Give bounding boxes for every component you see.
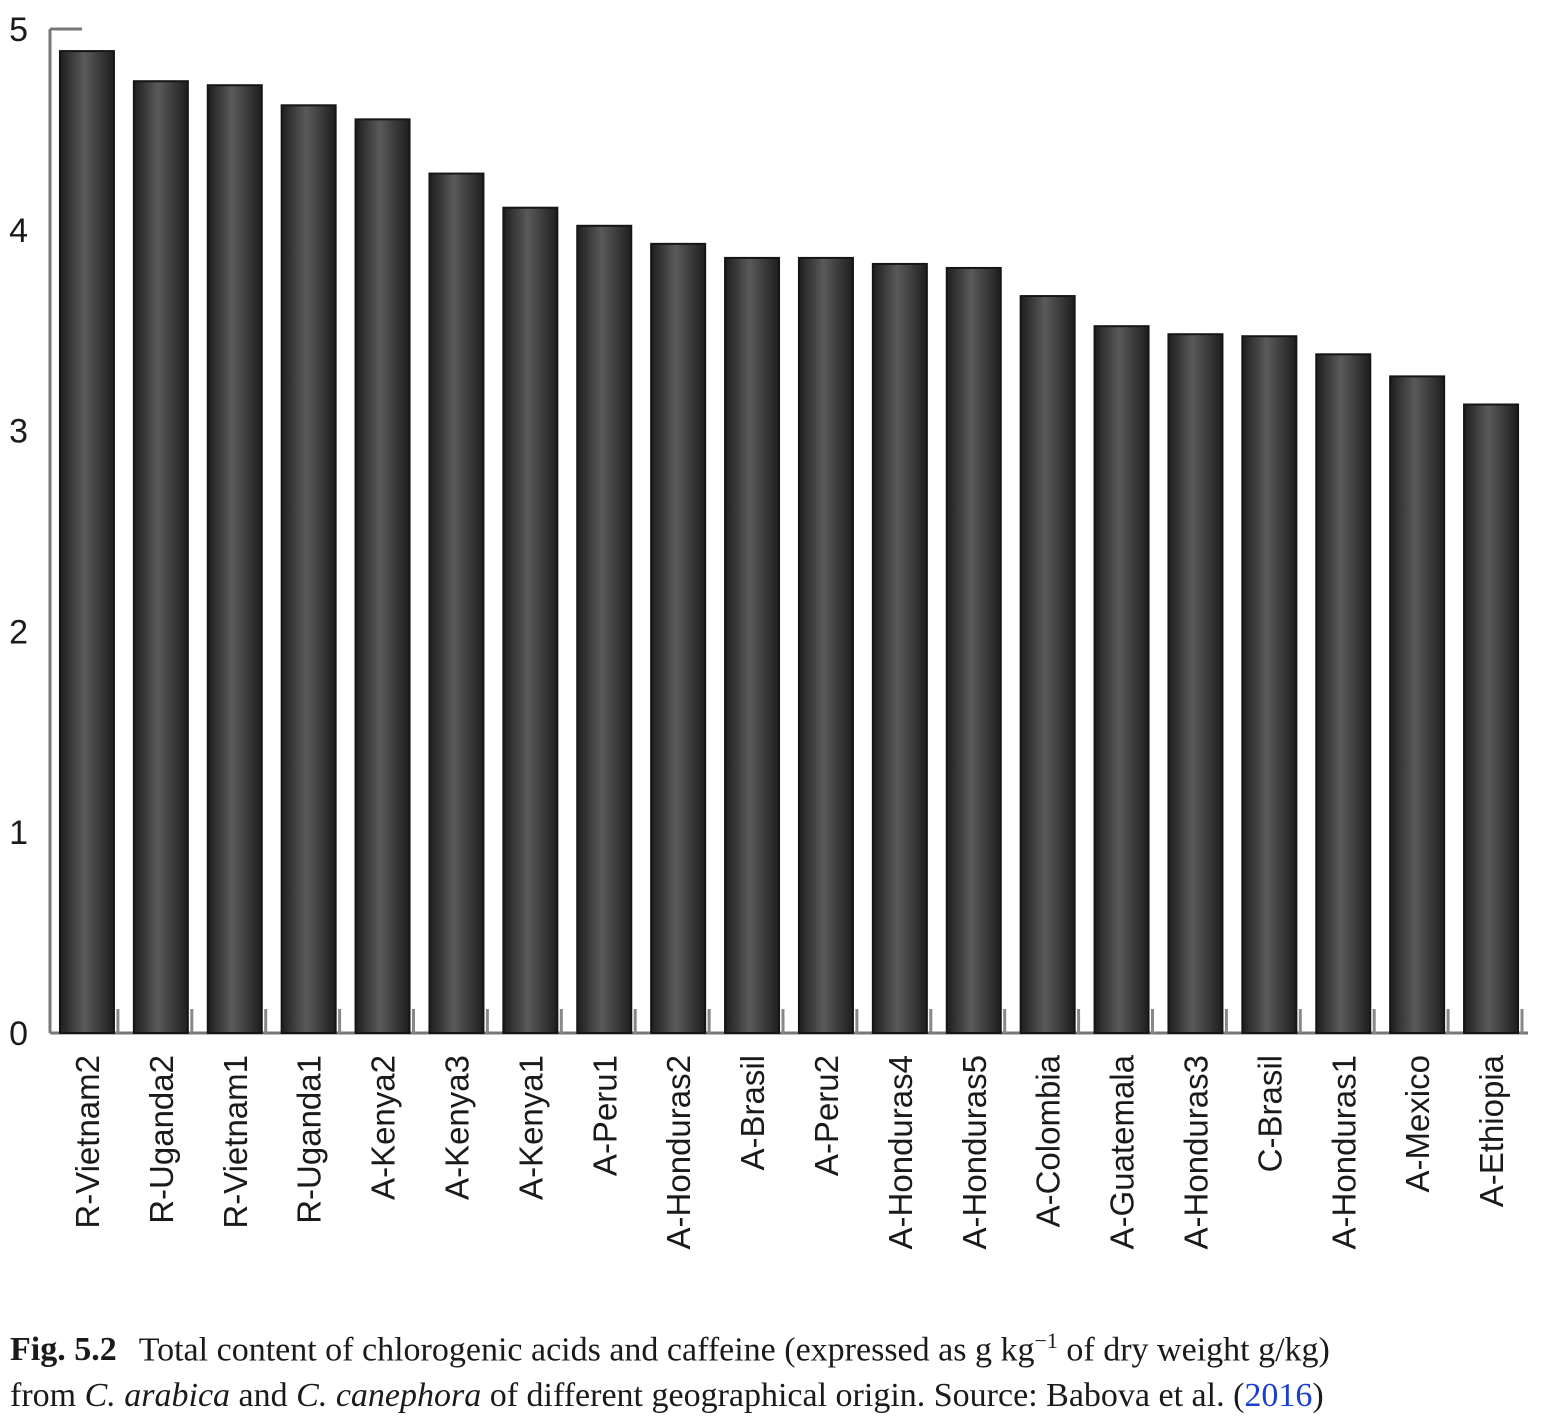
x-tick-label: A-Ethiopia	[1473, 1054, 1510, 1207]
x-tick-label: A-Honduras5	[956, 1055, 993, 1249]
species-arabica: C. arabica	[84, 1377, 231, 1415]
x-tick-label: A-Kenya2	[365, 1055, 402, 1200]
x-tick-label: A-Peru2	[808, 1055, 845, 1176]
x-tick-label: A-Honduras2	[660, 1055, 697, 1249]
bar-a-peru1	[576, 224, 633, 1034]
bar-chart: 0 1 2 3 4 5 R-Vietnam2 R-Uganda2 R-Vietnam1 R-Ug…	[9, 11, 1528, 1249]
x-tick-label: A-Honduras4	[882, 1055, 919, 1249]
y-tick-label: 3	[9, 413, 28, 451]
x-tick-label: A-Guatemala	[1104, 1054, 1141, 1249]
bar-a-honduras4	[871, 262, 928, 1035]
bars	[58, 50, 1520, 1035]
bar-a-kenya1	[502, 206, 559, 1035]
bar-a-brasil	[724, 256, 781, 1034]
x-tick-label: C-Brasil	[1251, 1055, 1288, 1172]
x-tick-label: A-Kenya3	[438, 1055, 475, 1200]
bar-a-honduras2	[650, 242, 707, 1034]
x-tick-label: R-Uganda1	[291, 1055, 328, 1224]
axes	[48, 27, 1528, 1035]
bar-a-guatemala	[1093, 325, 1150, 1034]
caption-close: )	[1312, 1377, 1324, 1415]
x-tick-label: R-Vietnam1	[217, 1055, 254, 1229]
x-tick-label: R-Vietnam2	[69, 1055, 106, 1229]
y-tick-label: 0	[9, 1015, 28, 1053]
y-axis-ticks: 0 1 2 3 4 5	[9, 11, 28, 1053]
y-tick-label: 5	[9, 11, 28, 49]
caption-text-1: Total content of chlorogenic acids and c…	[138, 1331, 1035, 1369]
bar-a-honduras1	[1315, 353, 1372, 1034]
bar-a-ethiopia	[1463, 403, 1520, 1035]
figure-caption: Fig. 5.2 Total content of chlorogenic aci…	[10, 1318, 1550, 1419]
caption-line-2: from C. arabica and C. canephora of diff…	[10, 1373, 1550, 1419]
bar-c-brasil	[1241, 335, 1298, 1034]
caption-text-2: of dry weight g/kg)	[1057, 1331, 1330, 1369]
y-tick-label: 1	[9, 814, 28, 852]
bar-a-peru2	[797, 256, 854, 1034]
caption-line-1: Fig. 5.2 Total content of chlorogenic aci…	[10, 1318, 1550, 1373]
bar-a-honduras5	[945, 266, 1002, 1034]
x-tick-label: A-Colombia	[1030, 1054, 1067, 1227]
x-tick-label: A-Peru1	[586, 1055, 623, 1176]
x-tick-label: A-Kenya1	[512, 1055, 549, 1200]
x-tick-label: A-Mexico	[1399, 1055, 1436, 1193]
bar-a-colombia	[1019, 295, 1076, 1034]
bar-a-kenya3	[428, 172, 485, 1035]
citation-year-link[interactable]: 2016	[1244, 1377, 1313, 1415]
figure-label: Fig. 5.2	[10, 1331, 117, 1369]
caption-source: of different geographical origin. Source…	[481, 1377, 1245, 1415]
species-canephora: C. canephora	[296, 1377, 482, 1415]
caption-and: and	[230, 1377, 297, 1415]
x-tick-label: R-Uganda2	[143, 1055, 180, 1224]
bar-a-kenya2	[354, 118, 411, 1035]
x-tick-label: A-Honduras3	[1177, 1055, 1214, 1249]
x-tick-label: A-Honduras1	[1325, 1055, 1362, 1249]
bar-r-uganda2	[132, 80, 189, 1034]
bar-r-uganda1	[280, 104, 337, 1034]
bar-a-mexico	[1389, 375, 1446, 1035]
y-tick-label: 4	[9, 212, 28, 250]
x-axis-labels: R-Vietnam2 R-Uganda2 R-Vietnam1 R-Uganda1 A-…	[69, 1054, 1510, 1249]
bar-a-honduras3	[1167, 333, 1224, 1034]
y-tick-label: 2	[9, 613, 28, 651]
caption-from: from	[10, 1377, 85, 1415]
bar-r-vietnam1	[206, 84, 263, 1034]
caption-superscript: −1	[1034, 1328, 1058, 1353]
x-tick-label: A-Brasil	[734, 1055, 771, 1171]
bar-r-vietnam2	[58, 50, 115, 1034]
